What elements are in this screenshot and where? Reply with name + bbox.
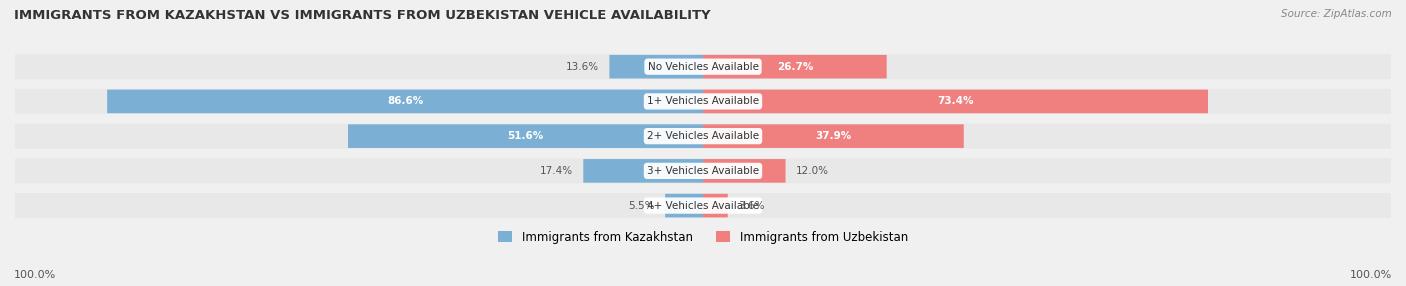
FancyBboxPatch shape bbox=[15, 193, 1391, 218]
FancyBboxPatch shape bbox=[107, 90, 703, 113]
FancyBboxPatch shape bbox=[15, 54, 1391, 79]
FancyBboxPatch shape bbox=[703, 159, 786, 183]
Text: Source: ZipAtlas.com: Source: ZipAtlas.com bbox=[1281, 9, 1392, 19]
Text: 13.6%: 13.6% bbox=[567, 62, 599, 72]
FancyBboxPatch shape bbox=[583, 159, 703, 183]
Text: 100.0%: 100.0% bbox=[14, 270, 56, 280]
Text: 12.0%: 12.0% bbox=[796, 166, 830, 176]
FancyBboxPatch shape bbox=[609, 55, 703, 78]
Text: 17.4%: 17.4% bbox=[540, 166, 574, 176]
Text: 4+ Vehicles Available: 4+ Vehicles Available bbox=[647, 200, 759, 210]
Text: 37.9%: 37.9% bbox=[815, 131, 852, 141]
FancyBboxPatch shape bbox=[665, 194, 703, 217]
FancyBboxPatch shape bbox=[703, 124, 963, 148]
FancyBboxPatch shape bbox=[15, 158, 1391, 183]
Text: 51.6%: 51.6% bbox=[508, 131, 544, 141]
FancyBboxPatch shape bbox=[349, 124, 703, 148]
Text: 73.4%: 73.4% bbox=[938, 96, 974, 106]
FancyBboxPatch shape bbox=[703, 55, 887, 78]
Text: No Vehicles Available: No Vehicles Available bbox=[648, 62, 758, 72]
Text: 26.7%: 26.7% bbox=[776, 62, 813, 72]
FancyBboxPatch shape bbox=[703, 90, 1208, 113]
Text: IMMIGRANTS FROM KAZAKHSTAN VS IMMIGRANTS FROM UZBEKISTAN VEHICLE AVAILABILITY: IMMIGRANTS FROM KAZAKHSTAN VS IMMIGRANTS… bbox=[14, 9, 710, 21]
Legend: Immigrants from Kazakhstan, Immigrants from Uzbekistan: Immigrants from Kazakhstan, Immigrants f… bbox=[494, 226, 912, 248]
Text: 100.0%: 100.0% bbox=[1350, 270, 1392, 280]
Text: 2+ Vehicles Available: 2+ Vehicles Available bbox=[647, 131, 759, 141]
Text: 86.6%: 86.6% bbox=[387, 96, 423, 106]
Text: 3+ Vehicles Available: 3+ Vehicles Available bbox=[647, 166, 759, 176]
Text: 3.6%: 3.6% bbox=[738, 200, 765, 210]
FancyBboxPatch shape bbox=[15, 89, 1391, 114]
FancyBboxPatch shape bbox=[15, 124, 1391, 149]
Text: 1+ Vehicles Available: 1+ Vehicles Available bbox=[647, 96, 759, 106]
FancyBboxPatch shape bbox=[703, 194, 728, 217]
Text: 5.5%: 5.5% bbox=[628, 200, 655, 210]
